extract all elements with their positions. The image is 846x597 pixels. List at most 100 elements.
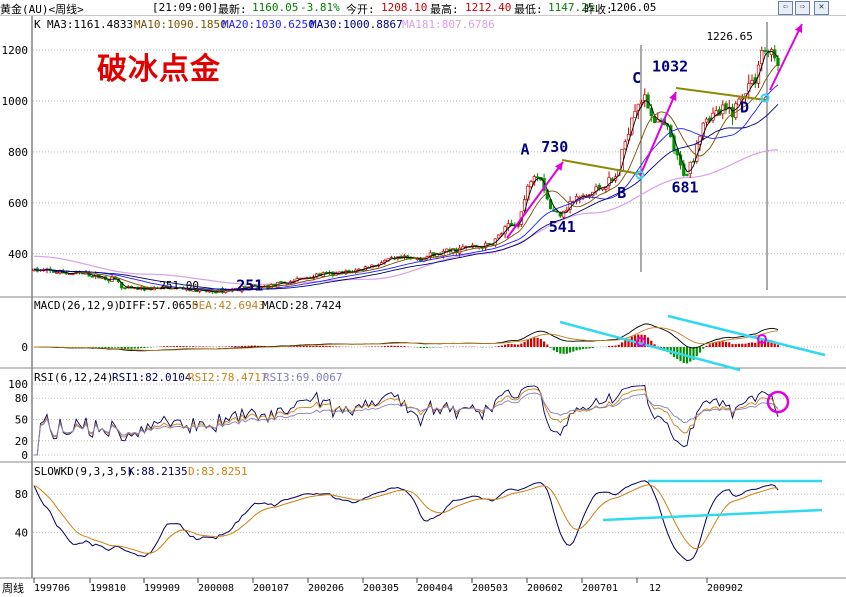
candle-body (324, 272, 329, 274)
candle (682, 159, 686, 177)
close-icon[interactable]: ✕ (814, 1, 829, 15)
rsi-tick-label: 0 (21, 449, 28, 462)
x-tick-label: 200902 (707, 583, 743, 594)
rsi1-line (34, 385, 779, 456)
price-tick-label: 600 (8, 197, 28, 210)
candle-body (90, 275, 95, 278)
arrow-a (506, 161, 564, 239)
candle (331, 271, 335, 278)
candle-body (568, 201, 572, 210)
x-tick-label: 199810 (90, 583, 126, 594)
candle-body (415, 258, 420, 260)
legend-diff: DIFF:57.0655 (119, 299, 198, 312)
next-arrow-icon[interactable]: ⇨ (795, 1, 810, 15)
legend-dea: DEA:42.6943 (192, 299, 265, 312)
candle-body (639, 102, 644, 104)
candle-body (561, 210, 566, 218)
candle-body (704, 118, 709, 123)
candle (285, 283, 290, 285)
candle-body (100, 276, 104, 279)
price-tick-label: 400 (8, 248, 28, 261)
low-label: 最低: (514, 3, 543, 16)
candle-body (685, 174, 689, 176)
ma181-line (33, 149, 779, 286)
candle-body (652, 116, 657, 124)
candle (45, 267, 49, 274)
x-tick-label: 12 (649, 583, 661, 594)
d-line (33, 484, 779, 554)
legends: K MA3:1161.4833 MA10:1090.1850MA20:1030.62… (34, 18, 495, 478)
price-annotation: 730 (541, 138, 568, 156)
x-tick-label: 200107 (253, 583, 289, 594)
candle-body (633, 111, 637, 119)
candle (721, 100, 725, 120)
candle (747, 74, 751, 100)
change-pct: -3.81% (300, 1, 340, 14)
kd-tick-label: 80 (15, 488, 28, 501)
instrument-name: 黄金(AU)<周线> (0, 3, 84, 16)
candle (428, 249, 433, 261)
candle-body (721, 104, 725, 115)
arrow-d (769, 23, 803, 91)
high-label: 最高: (430, 3, 459, 16)
x-tick-label: 200701 (582, 583, 618, 594)
candle-body (730, 106, 735, 118)
price-annotation: 251 (236, 277, 263, 295)
candle-body (597, 185, 601, 189)
candle (623, 139, 627, 151)
legend-rsi3: RSI3:69.0067 (263, 371, 342, 384)
period-label: 周线 (2, 582, 24, 595)
price-annotation: A (521, 140, 530, 158)
candle (535, 173, 540, 182)
macd-panel-label: MACD(26,12,9) (34, 299, 120, 312)
candle (506, 219, 510, 232)
prev-close-price: 1206.05 (610, 1, 657, 14)
open-price: 1208.10 (381, 1, 428, 14)
x-tick-label: 200206 (308, 583, 344, 594)
candle-body (714, 110, 718, 117)
candle (487, 242, 491, 245)
macd-trend-lower (559, 320, 741, 372)
x-tick-label: 199706 (34, 583, 70, 594)
ma20-line (33, 84, 779, 291)
x-axis: 199706 199810 199909 200008 200107 200206 2003… (33, 578, 743, 594)
price-annotation: C (632, 69, 641, 87)
legend-ma20: MA20:1030.6250 (222, 18, 315, 31)
candle-body (444, 248, 449, 253)
candle (123, 287, 127, 290)
breakout-d-marker (760, 93, 770, 103)
candle (750, 74, 754, 86)
latest-price: 1160.05 (252, 1, 299, 14)
price-panel-label: K (34, 18, 41, 31)
candle-body (285, 283, 290, 285)
x-tick-label: 199909 (144, 583, 180, 594)
legend-ma181: MA181:807.6786 (402, 18, 495, 31)
candle-body (623, 141, 627, 150)
candle-body (383, 260, 387, 263)
macd-cross-marker-d (757, 334, 767, 344)
quote-header: 黄金(AU)<周线> [21:09:00] 最新: 1160.05 -3.81%… (0, 0, 846, 16)
candle-body (487, 242, 491, 245)
candle-body (760, 50, 764, 65)
rsi2-line (34, 388, 779, 456)
y-axes: 400 600 800 1000 1200 (2, 44, 29, 261)
grid-lines (33, 49, 846, 255)
prev-arrow-icon[interactable]: ⇦ (778, 1, 793, 15)
candle-body (558, 211, 562, 217)
legend-ma10: MA10:1090.1850 (134, 18, 227, 31)
low-price: 1147.25 (548, 1, 595, 14)
macd-trend-upper (667, 314, 826, 357)
legend-macd: MACD:28.7424 (262, 299, 342, 312)
legend-k: K:88.2135 (128, 465, 188, 478)
candle (594, 183, 598, 195)
candle (454, 247, 459, 256)
price-annotation: D (740, 98, 749, 116)
ma10-line (33, 63, 779, 292)
rsi-tick-label: 20 (15, 435, 28, 448)
x-tick-label: 200008 (198, 583, 234, 594)
slowkd-panel: 80 40 (15, 479, 846, 562)
candle (756, 60, 761, 89)
price-annotation: 541 (549, 218, 576, 236)
